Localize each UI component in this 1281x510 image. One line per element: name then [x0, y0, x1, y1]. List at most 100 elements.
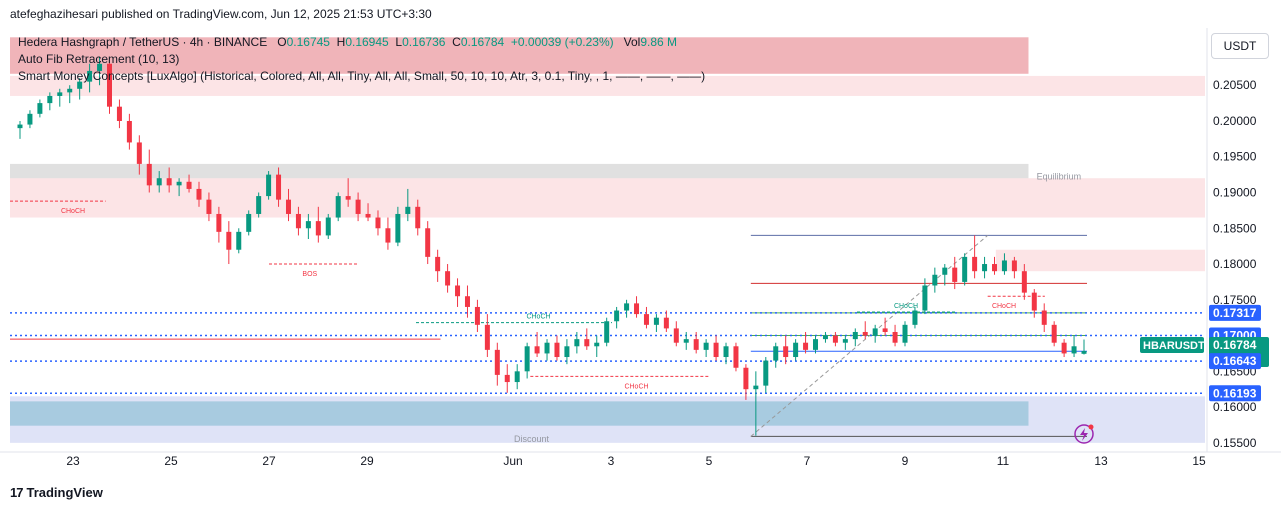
- fib-trend-line: [750, 235, 988, 437]
- candle-body: [653, 317, 659, 325]
- candle-body: [932, 274, 938, 286]
- legend-volume: 9.86 M: [640, 35, 678, 49]
- price-tag-bg: [1209, 304, 1261, 321]
- candle-body: [982, 264, 988, 272]
- price-tag-text: 0.16784: [1213, 338, 1257, 352]
- candle-body: [484, 324, 490, 350]
- x-tick-label: 5: [706, 454, 713, 468]
- candle-body: [882, 328, 888, 332]
- zone-premium-top: [10, 37, 1029, 74]
- candle-body: [544, 342, 550, 354]
- candle-body: [713, 342, 719, 358]
- x-tick-label: 23: [66, 454, 80, 468]
- candle-body: [425, 228, 431, 257]
- candle-body: [962, 256, 968, 282]
- y-tick-label: 0.16000: [1213, 400, 1257, 414]
- candle-body: [852, 331, 858, 340]
- alert-icon-ring: [1074, 424, 1094, 444]
- candle-body: [37, 103, 43, 114]
- y-tick-label: 0.19000: [1213, 186, 1257, 200]
- candle-body: [624, 303, 630, 311]
- candle-body: [17, 124, 23, 129]
- currency-button[interactable]: USDT: [1211, 33, 1269, 59]
- y-tick-label: 0.19500: [1213, 150, 1257, 164]
- candle-body: [753, 385, 759, 390]
- candle-body: [793, 342, 799, 358]
- legend-volume-label: Vol: [623, 35, 641, 49]
- y-tick-label: 0.18500: [1213, 221, 1257, 235]
- candle-body: [743, 367, 749, 390]
- candle-body: [27, 113, 33, 125]
- y-tick-label: 0.20000: [1213, 114, 1257, 128]
- candle-body: [902, 324, 908, 343]
- legend-indicator-smc[interactable]: Smart Money Concepts [LuxAlgo] (Historic…: [18, 69, 706, 83]
- candle-body: [862, 331, 868, 336]
- candle-body: [614, 310, 620, 322]
- candle-body: [295, 213, 301, 229]
- candle-body: [1071, 346, 1077, 354]
- candle-body: [355, 199, 361, 214]
- candle-body: [514, 371, 520, 383]
- candle-body: [305, 221, 311, 229]
- candle-body: [385, 228, 391, 243]
- zone-label: Equilibrium: [1037, 171, 1082, 181]
- candle-body: [803, 342, 809, 350]
- candle-body: [723, 346, 729, 358]
- symbol-tag-bg: [1140, 337, 1204, 354]
- candle-body: [992, 264, 998, 272]
- candle-body: [1021, 271, 1027, 293]
- candle-body: [216, 213, 222, 232]
- candle-body: [335, 196, 341, 218]
- legend-low-label: L: [395, 35, 403, 49]
- zone-premium: [10, 75, 1205, 96]
- structure-label: CHoCH: [992, 303, 1016, 310]
- y-tick-label: 0.15500: [1213, 436, 1257, 450]
- y-tick-label: 0.17500: [1213, 293, 1257, 307]
- candle-body: [464, 296, 470, 307]
- y-tick-label: 0.20500: [1213, 78, 1257, 92]
- alert-icon[interactable]: [1074, 424, 1094, 444]
- price-tag-bg: [1209, 353, 1261, 370]
- candle-body: [1011, 260, 1017, 272]
- candle-body: [77, 81, 83, 89]
- legend-indicator-fib[interactable]: Auto Fib Retracement (10, 13): [18, 52, 180, 66]
- candle-body: [832, 335, 838, 343]
- candle-body: [942, 267, 948, 275]
- candle-body: [435, 256, 441, 272]
- candle-body: [226, 231, 232, 250]
- candle-body: [584, 339, 590, 347]
- candle-body: [325, 217, 331, 236]
- publisher-caption: atefeghazihesari published on TradingVie…: [10, 7, 432, 21]
- candle-body: [345, 196, 351, 200]
- x-tick-label: 3: [608, 454, 615, 468]
- candle-body: [67, 88, 73, 93]
- candle-body: [693, 339, 699, 350]
- candle-body: [822, 335, 828, 340]
- candle-body: [266, 174, 272, 197]
- candle-body: [494, 349, 500, 375]
- candle-body: [1041, 310, 1047, 325]
- structure-label: CHoCH: [894, 303, 918, 310]
- x-tick-label: 25: [164, 454, 178, 468]
- tradingview-brand: TradingView: [26, 485, 103, 500]
- candle-body: [1031, 292, 1037, 311]
- candle-body: [236, 231, 242, 250]
- candle-body: [315, 221, 321, 236]
- legend-close-label: C: [452, 35, 461, 49]
- tradingview-logo[interactable]: 17 TradingView: [10, 485, 103, 500]
- legend-symbol[interactable]: Hedera Hashgraph / TetherUS · 4h · BINAN…: [18, 35, 268, 49]
- candle-body: [246, 213, 252, 232]
- candle-body: [97, 63, 103, 71]
- candle-body: [524, 346, 530, 372]
- candle-body: [763, 360, 769, 386]
- candle-body: [415, 206, 421, 229]
- candle-body: [1081, 351, 1087, 354]
- candle-body: [733, 346, 739, 368]
- symbol-tag-text: HBARUSDT: [1143, 340, 1205, 352]
- candle-body: [136, 142, 142, 164]
- x-tick-label: 15: [1192, 454, 1206, 468]
- candle-body: [773, 346, 779, 361]
- candle-body: [474, 306, 480, 325]
- candle-body: [206, 199, 212, 214]
- price-tag-text: 0.16193: [1213, 386, 1257, 400]
